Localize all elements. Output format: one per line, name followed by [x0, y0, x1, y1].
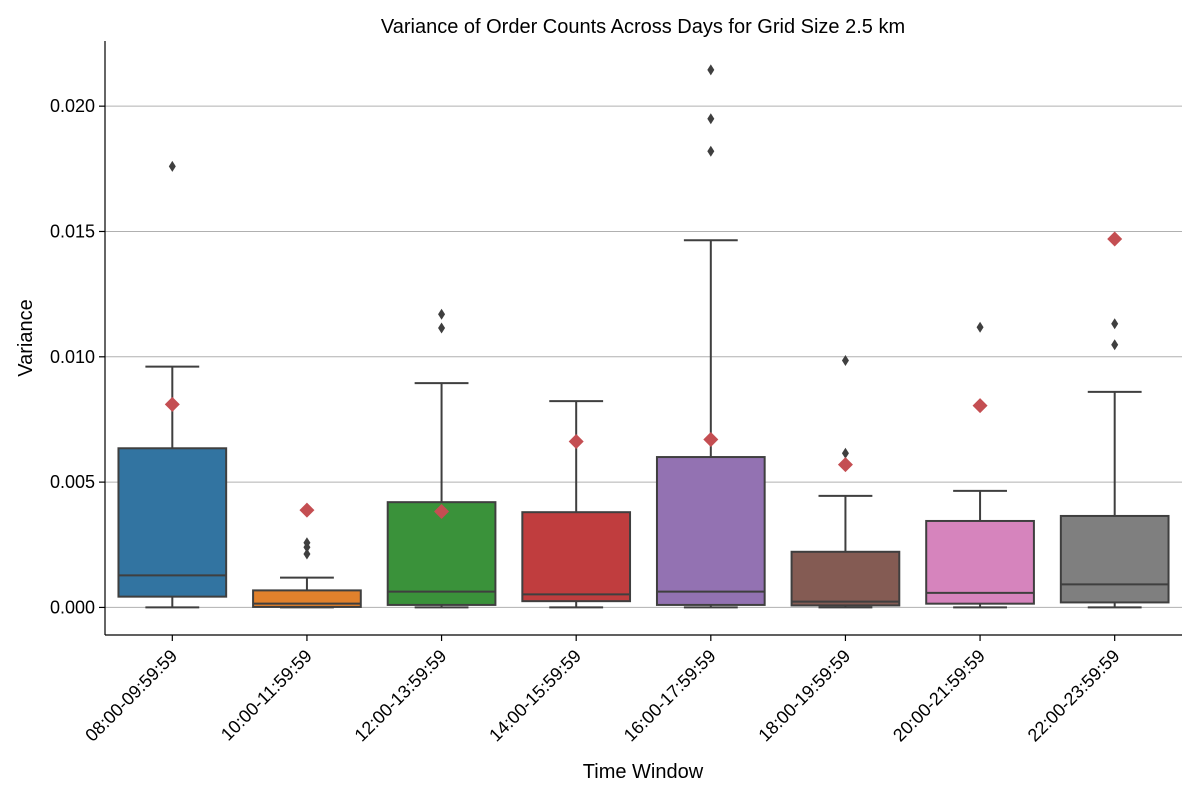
- x-ticks: 08:00-09:59:59 10:00-11:59:59 12:00-13:59:…: [81, 635, 1124, 746]
- y-tick-label: 0.015: [50, 221, 95, 241]
- outlier-point: [1111, 318, 1119, 330]
- x-tick-label: 12:00-13:59:59: [351, 646, 451, 746]
- iqr-box: [386, 501, 497, 606]
- outlier-point: [1111, 339, 1119, 351]
- outlier-point: [976, 321, 984, 333]
- mean-marker: [434, 503, 450, 519]
- box-group: [1059, 231, 1170, 609]
- outlier-point: [438, 308, 446, 320]
- y-ticks: 0.000 0.005 0.010 0.015 0.020: [50, 96, 105, 617]
- x-tick-label: 16:00-17:59:59: [620, 646, 720, 746]
- iqr-box: [925, 519, 1035, 605]
- y-tick-label: 0.010: [50, 347, 95, 367]
- box-group: [117, 160, 228, 609]
- outlier-point: [303, 537, 311, 549]
- x-tick-label: 08:00-09:59:59: [81, 646, 181, 746]
- x-tick-label: 22:00-23:59:59: [1024, 646, 1124, 746]
- mean-marker: [972, 398, 988, 414]
- x-axis-label: Time Window: [583, 761, 704, 783]
- outlier-point: [841, 447, 849, 459]
- outlier-point: [707, 145, 715, 157]
- box-group: [386, 308, 497, 609]
- mean-marker: [164, 396, 180, 412]
- mean-marker: [1107, 231, 1123, 247]
- y-tick-label: 0.000: [50, 597, 95, 617]
- box-group: [252, 502, 362, 609]
- outlier-point: [841, 355, 849, 367]
- mean-marker: [299, 502, 315, 518]
- outlier-point: [707, 113, 715, 125]
- chart-title: Variance of Order Counts Across Days for…: [381, 16, 905, 38]
- box-group: [655, 64, 766, 609]
- x-tick-label: 14:00-15:59:59: [485, 646, 585, 746]
- x-tick-label: 18:00-19:59:59: [754, 646, 854, 746]
- x-tick-label: 20:00-21:59:59: [889, 646, 989, 746]
- box-group: [521, 400, 632, 609]
- mean-marker: [837, 457, 853, 473]
- mean-marker: [703, 432, 719, 448]
- mean-marker: [568, 434, 584, 450]
- y-tick-label: 0.005: [50, 472, 95, 492]
- axes: [104, 41, 1182, 636]
- outlier-point: [707, 64, 715, 76]
- outlier-point: [438, 322, 446, 334]
- iqr-box: [521, 511, 632, 603]
- x-tick-label: 10:00-11:59:59: [217, 646, 316, 745]
- y-axis-label: Variance: [15, 299, 37, 376]
- y-tick-label: 0.020: [50, 96, 95, 116]
- box-series: [117, 64, 1170, 609]
- box-group: [790, 355, 901, 609]
- outlier-point: [168, 160, 176, 172]
- box-group: [925, 321, 1035, 609]
- iqr-box: [1059, 514, 1170, 604]
- outlier-point: [303, 548, 311, 560]
- iqr-box: [655, 456, 766, 606]
- iqr-box: [790, 550, 901, 607]
- iqr-box: [117, 447, 228, 598]
